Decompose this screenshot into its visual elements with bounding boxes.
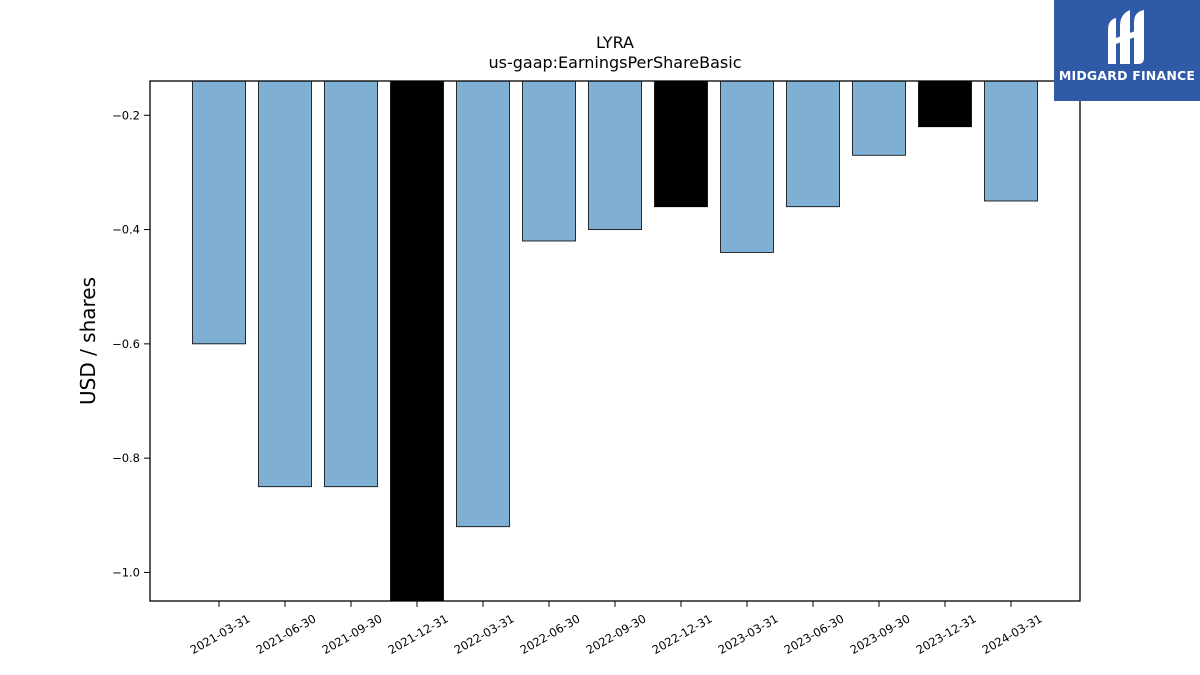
y-tick-label: −0.4 (112, 223, 140, 237)
bar-2021-03-31 (192, 80, 246, 345)
bar-2021-06-30 (258, 80, 312, 488)
x-tick-label: 2021-06-30 (254, 611, 319, 657)
bar-2021-09-30 (324, 80, 378, 488)
plot-frame (149, 80, 1081, 602)
x-tick-label: 2023-12-31 (914, 611, 979, 657)
midgard-logo-icon (1108, 10, 1144, 64)
x-tick-label: 2021-12-31 (386, 611, 451, 657)
x-tick-label: 2023-03-31 (716, 611, 781, 657)
x-tick-label: 2022-06-30 (518, 611, 583, 657)
x-tick-label: 2023-09-30 (848, 611, 913, 657)
brand-logo-text: MIDGARD FINANCE (1058, 68, 1196, 83)
x-tick-label: 2021-03-31 (188, 611, 253, 657)
brand-logo: MIDGARD FINANCE (1054, 0, 1200, 101)
x-tick-label: 2022-03-31 (452, 611, 517, 657)
bar-2022-12-31 (654, 80, 708, 208)
bar-2024-03-31 (984, 80, 1038, 202)
x-tick-label: 2022-12-31 (650, 611, 715, 657)
x-tick-label: 2024-03-31 (980, 611, 1045, 657)
y-axis: −1.0 −0.8 −0.6 −0.4 −0.2 (112, 108, 150, 579)
bar-2022-03-31 (456, 80, 510, 528)
y-tick-label: −1.0 (112, 565, 140, 579)
y-tick-label: −0.6 (112, 337, 140, 351)
x-tick-label: 2021-09-30 (320, 611, 385, 657)
bar-2023-12-31 (918, 80, 972, 128)
y-tick-label: −0.8 (112, 451, 140, 465)
x-axis: 2021-03-31 2021-06-30 2021-09-30 2021-12-31… (188, 601, 1045, 657)
bars (192, 80, 1038, 602)
bar-2022-06-30 (522, 80, 576, 242)
bar-2022-09-30 (588, 80, 642, 230)
bar-2023-06-30 (786, 80, 840, 208)
y-tick-label: −0.2 (112, 108, 140, 122)
bar-2021-12-31 (390, 80, 444, 602)
bar-2023-03-31 (720, 80, 774, 253)
chart-title: LYRA (596, 33, 634, 52)
y-axis-label: USD / shares (76, 277, 100, 405)
x-tick-label: 2023-06-30 (782, 611, 847, 657)
x-tick-label: 2022-09-30 (584, 611, 649, 657)
bar-2023-09-30 (852, 80, 906, 156)
chart-subtitle: us-gaap:EarningsPerShareBasic (488, 53, 741, 72)
